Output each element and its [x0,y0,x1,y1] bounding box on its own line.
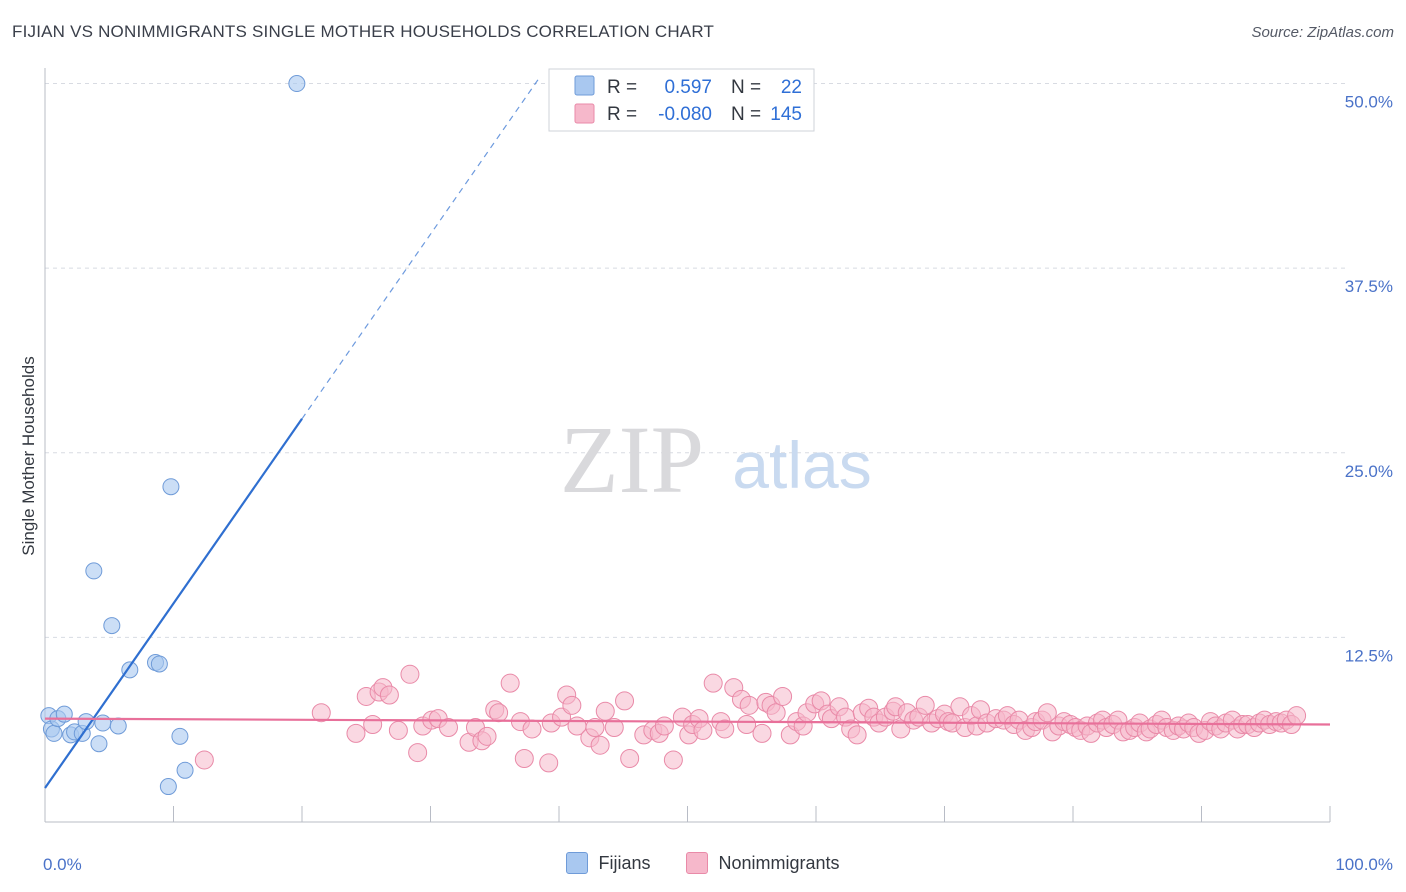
legend-n-label-1: N = [731,77,761,98]
nonimmigrants-point [379,685,399,705]
legend-swatch-fijians [574,75,595,96]
nonimmigrants-points [194,664,1307,773]
nonimmigrants-point [604,717,624,737]
x-tick-label-min: 0.0% [43,855,82,874]
trend-lines [44,76,1331,789]
chart-title: FIJIAN VS NONIMMIGRANTS SINGLE MOTHER HO… [12,22,715,41]
nonimmigrants-point [663,750,683,770]
nonimmigrants-point [739,695,759,715]
fijians-point [109,717,127,735]
fijians-point [159,778,177,796]
fijians-point [85,562,103,580]
nonimmigrants-point [539,753,559,773]
fijians-point [171,727,189,745]
fijians-point [162,478,180,496]
nonimmigrants-point [1037,703,1057,723]
fijians-points [40,75,306,796]
y-axis-title: Single Mother Households [19,356,38,555]
fijians-point [90,735,108,753]
legend-r-label-2: R = [607,104,637,125]
nonimmigrants-point [703,673,723,693]
nonimmigrants-point [363,715,383,735]
fijians-trend-extension [301,76,541,420]
series-legend: Fijians Nonimmigrants [0,852,1406,874]
nonimmigrants-point [615,691,635,711]
nonimmigrants-label: Nonimmigrants [718,852,840,873]
y-tick-label: 50.0% [1345,93,1393,112]
nonimmigrants-point [847,725,867,745]
legend-item-fijians[interactable]: Fijians [566,852,650,874]
fijians-label: Fijians [598,852,651,873]
nonimmigrants-trend-line [44,717,1331,726]
nonimmigrants-point [654,716,674,736]
x-tick-labels: 0.0% 100.0% [43,855,1393,874]
legend-swatch-nonimmigrants [574,103,595,124]
nonimmigrants-point [693,720,713,740]
nonimmigrants-point [514,748,534,768]
legend-n-value-2: 145 [770,104,802,125]
nonimmigrants-point [438,717,458,737]
nonimmigrants-point [346,723,366,743]
x-tick-label-max: 100.0% [1335,855,1393,874]
legend-r-value-1: 0.597 [664,77,712,98]
fijians-point [176,761,194,779]
watermark-atlas: atlas [732,428,871,502]
nonimmigrants-point [194,750,214,770]
fijians-point [288,75,306,93]
nonimmigrants-point [915,695,935,715]
nonimmigrants-point [400,664,420,684]
y-tick-labels: 12.5% 25.0% 37.5% 50.0% [1345,93,1393,666]
nonimmigrants-point [590,735,610,755]
y-tick-label: 12.5% [1345,646,1393,665]
fijians-point [150,655,168,673]
axes [44,68,1331,823]
nonimmigrants-point [585,717,605,737]
watermark-zip: ZIP [560,406,704,513]
nonimmigrants-point [737,715,757,735]
legend-n-label-2: N = [731,104,761,125]
fijians-point [94,714,112,732]
nonimmigrants-swatch [686,852,709,874]
source-label: Source: ZipAtlas.com [1251,24,1394,41]
nonimmigrants-point [773,686,793,706]
legend-r-label-1: R = [607,77,637,98]
nonimmigrants-point [500,673,520,693]
fijians-point [103,617,121,635]
nonimmigrants-point [522,719,542,739]
nonimmigrants-point [489,703,509,723]
correlation-legend: R = 0.597 N = 22 R = -0.080 N = 145 [548,68,815,132]
fijians-point [121,661,139,679]
fijians-trend-line [44,418,303,789]
watermark: ZIP atlas [560,406,872,513]
nonimmigrants-point [715,719,735,739]
nonimmigrants-point [311,703,331,723]
fijians-swatch [566,852,589,874]
nonimmigrants-point [595,701,615,721]
legend-n-value-1: 22 [781,77,802,98]
y-tick-label: 37.5% [1345,277,1393,296]
nonimmigrants-point [620,748,640,768]
y-tick-label: 25.0% [1345,462,1393,481]
nonimmigrants-point [752,723,772,743]
legend-item-nonimmigrants[interactable]: Nonimmigrants [686,852,840,874]
nonimmigrants-point [562,695,582,715]
nonimmigrants-point [766,703,786,723]
nonimmigrants-point [477,726,497,746]
gridlines [45,83,1345,638]
nonimmigrants-point [408,743,428,763]
nonimmigrants-point [1287,706,1307,726]
fijians-point [45,724,63,742]
legend-r-value-2: -0.080 [658,104,712,125]
nonimmigrants-point [388,720,408,740]
